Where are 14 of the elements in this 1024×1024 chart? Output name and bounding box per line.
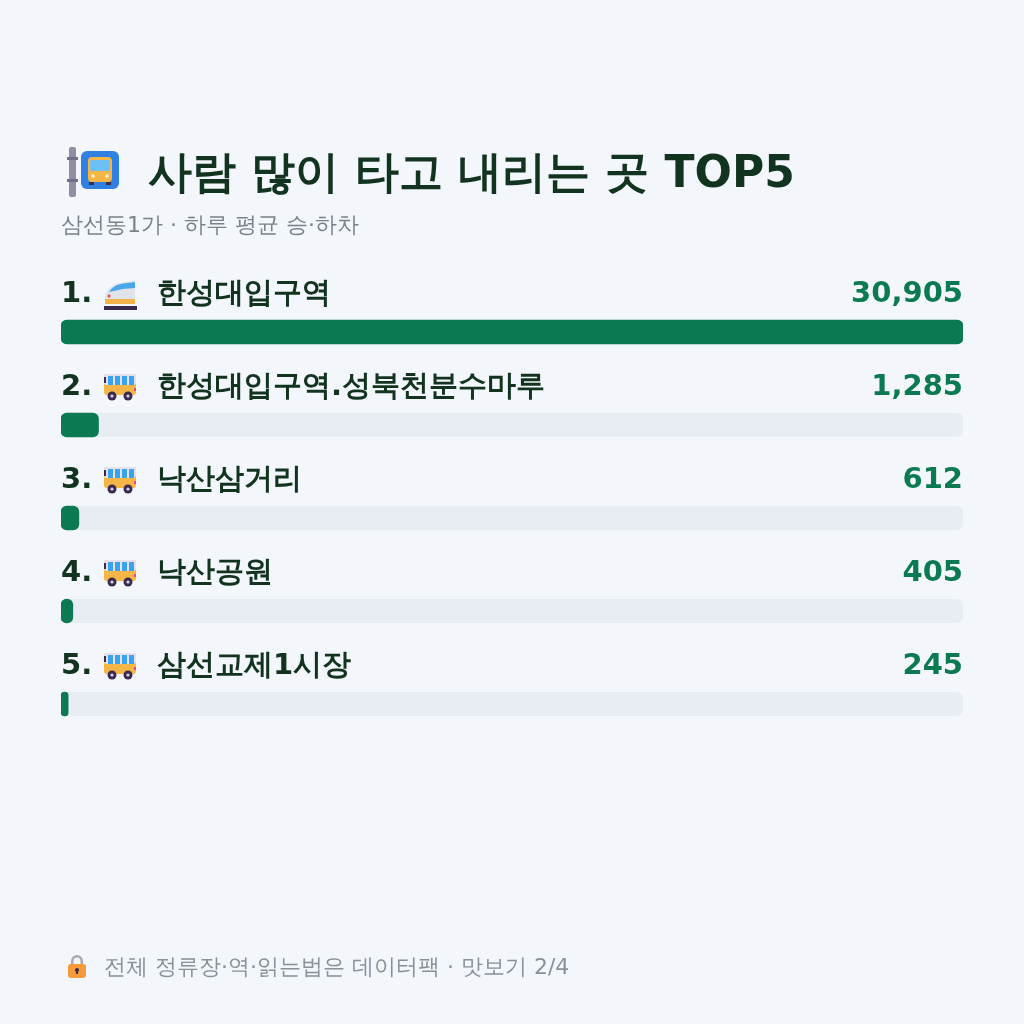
category-label: 1. 한성대입구역 [61, 274, 331, 309]
data-label: 30,905 [851, 274, 963, 309]
category-label: 4. 낙산공원 [61, 553, 273, 588]
data-label: 612 [902, 460, 963, 495]
data-label: 245 [902, 646, 963, 681]
data-label: 405 [902, 553, 963, 588]
bar [61, 412, 99, 438]
data-label: 1,285 [871, 367, 963, 402]
text: 전체 정류장·역·읽는법은 데이터팩 · 맛보기 2/4 [104, 953, 570, 981]
category-label: 3. 낙산삼거리 [61, 460, 302, 495]
category-label: 2. 한성대입구역.성북천분수마루 [61, 367, 546, 402]
chart-subtitle: 삼선동1가 · 하루 평균 승·하차 [61, 211, 359, 239]
chart-title: 사람 많이 타고 내리는 곳 TOP5 [148, 145, 795, 199]
category-label: 5. 삼선교제1시장 [61, 646, 352, 681]
